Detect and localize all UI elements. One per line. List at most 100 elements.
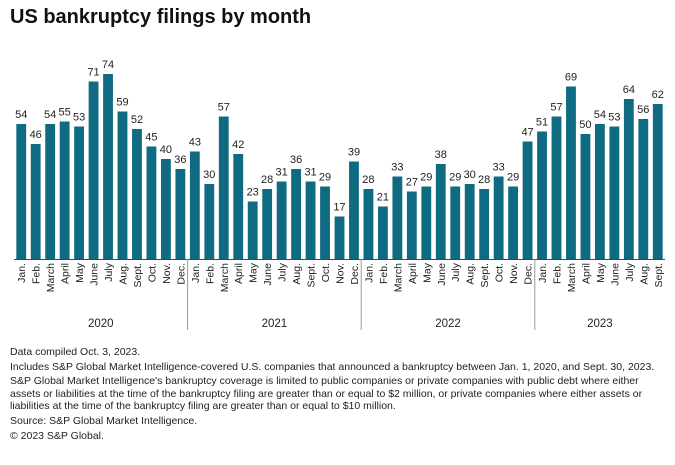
x-tick-label: Sept. [306, 263, 318, 288]
note-includes: Includes S&P Global Market Intelligence-… [10, 360, 655, 373]
x-tick-label: July [277, 262, 289, 281]
bar [566, 86, 576, 259]
year-group-label: 2021 [262, 318, 288, 330]
x-tick-label: Aug. [638, 263, 650, 285]
bar-value-label: 55 [59, 107, 71, 119]
bar-value-label: 29 [420, 172, 432, 184]
x-tick-label: Oct. [146, 263, 158, 282]
bar [623, 99, 634, 259]
bar-value-label: 29 [449, 172, 461, 184]
x-tick-label: Sept. [132, 263, 144, 288]
bar [59, 121, 70, 259]
bar-value-label: 64 [623, 84, 635, 96]
bar-value-label: 57 [550, 102, 562, 114]
bar-value-label: 43 [189, 137, 201, 149]
x-tick-label: March [566, 263, 578, 292]
bar [218, 116, 229, 259]
x-tick-label: Feb. [552, 263, 564, 284]
x-tick-label: May [595, 262, 607, 283]
bar-value-label: 69 [565, 72, 577, 84]
bar [551, 116, 562, 259]
bar-value-label: 31 [276, 167, 288, 179]
x-tick-label: March [219, 263, 231, 292]
bar [16, 124, 27, 259]
bar-value-label: 33 [391, 162, 403, 174]
bar [580, 134, 591, 259]
bar [132, 129, 142, 259]
x-tick-label: April [580, 263, 592, 284]
bar-value-label: 36 [174, 154, 186, 166]
x-tick-label: Aug. [465, 263, 477, 285]
bar [450, 186, 461, 259]
bar [262, 189, 273, 259]
x-tick-label: Jan. [16, 263, 28, 283]
bar-value-label: 38 [435, 149, 447, 161]
x-tick-label: Nov. [161, 263, 173, 284]
bar-value-label: 51 [536, 117, 548, 129]
bar-value-label: 27 [406, 177, 418, 189]
bar [609, 126, 620, 259]
x-tick-label: May [74, 262, 86, 283]
x-tick-label: July [103, 262, 115, 281]
chart-title: US bankruptcy filings by month [10, 6, 312, 28]
bar [464, 184, 475, 259]
x-tick-label: Sept. [653, 263, 665, 288]
bar [233, 154, 244, 259]
bar [537, 131, 547, 259]
x-tick-label: Sept. [479, 263, 491, 288]
bar-value-label: 54 [594, 109, 606, 121]
bar-value-label: 53 [73, 112, 85, 124]
bar [30, 144, 41, 259]
note-copyright: © 2023 S&P Global. [10, 429, 104, 442]
bar [349, 161, 359, 259]
bar-value-label: 74 [102, 59, 114, 71]
x-tick-label: Feb. [378, 263, 390, 284]
note-compiled: Data compiled Oct. 3, 2023. [10, 346, 141, 358]
x-tick-label: Aug. [118, 263, 130, 285]
bar [334, 216, 345, 259]
bar [146, 146, 157, 259]
bar-value-label: 54 [44, 109, 56, 121]
x-tick-label: June [436, 263, 448, 286]
bar [377, 206, 388, 259]
bar-value-label: 31 [304, 167, 316, 179]
x-tick-label: Nov. [508, 263, 520, 284]
bar-value-label: 53 [608, 112, 620, 124]
bar-value-label: 46 [30, 129, 42, 141]
bar [392, 176, 403, 259]
bar [493, 176, 504, 259]
bar [291, 169, 302, 259]
bar [406, 191, 417, 259]
x-tick-label: May [248, 262, 260, 283]
bar-value-label: 39 [348, 147, 360, 159]
year-group-label: 2023 [587, 318, 613, 330]
bar-value-label: 59 [116, 97, 128, 109]
x-tick-label: Dec. [175, 263, 187, 285]
bar-value-label: 21 [377, 192, 389, 204]
x-tick-label: Dec. [523, 263, 535, 285]
x-tick-label: July [450, 262, 462, 281]
bar-value-label: 57 [218, 102, 230, 114]
bar [175, 169, 186, 259]
x-tick-label: Feb. [31, 263, 43, 284]
bar-value-label: 23 [247, 187, 259, 199]
x-tick-label: April [407, 263, 419, 284]
x-tick-label: Jan. [363, 263, 375, 283]
x-tick-label: July [624, 262, 636, 281]
bar [652, 104, 663, 259]
bar [74, 126, 85, 259]
x-tick-label: Jan. [537, 263, 549, 283]
bar-value-label: 45 [145, 132, 157, 144]
bar-value-label: 52 [131, 114, 143, 126]
x-tick-label: March [45, 263, 57, 292]
bar [305, 181, 316, 259]
x-tick-label: June [89, 263, 101, 286]
bar [594, 124, 605, 259]
bar-value-label: 47 [521, 127, 533, 139]
bar-value-label: 36 [290, 154, 302, 166]
x-tick-label: June [262, 263, 274, 286]
bar-value-label: 28 [362, 174, 374, 186]
note-source: Source: S&P Global Market Intelligence. [10, 414, 198, 427]
bar-value-label: 54 [15, 109, 27, 121]
